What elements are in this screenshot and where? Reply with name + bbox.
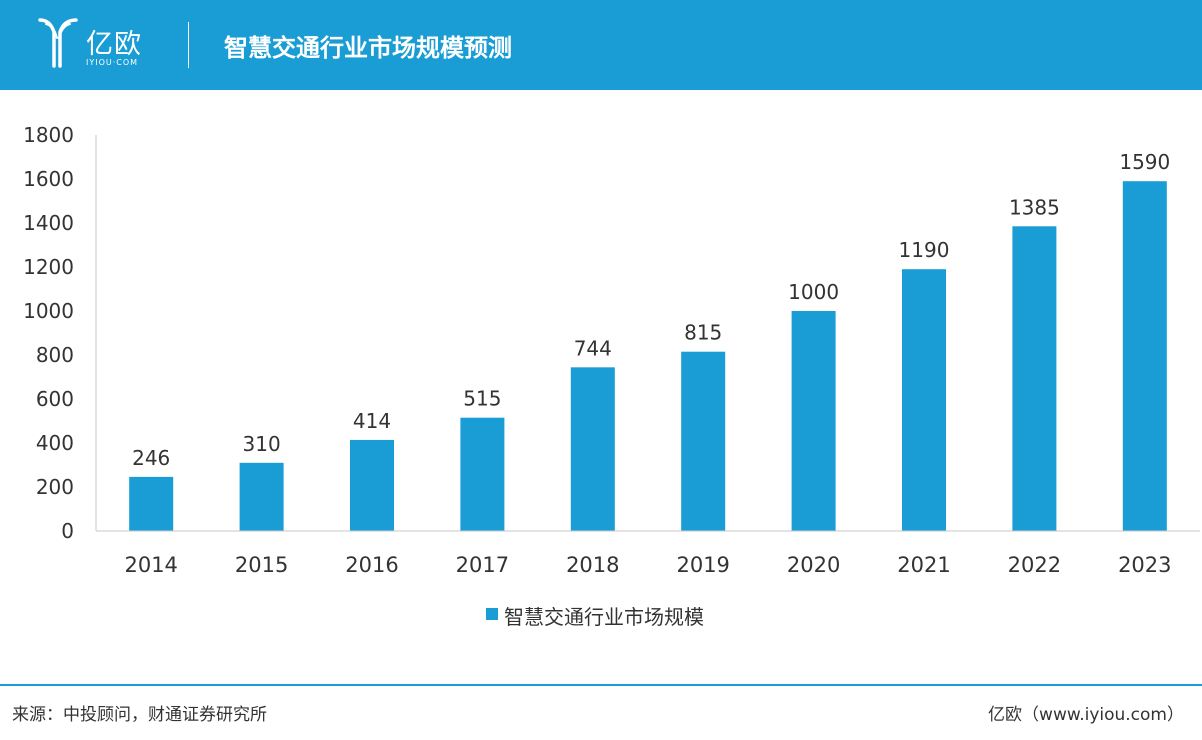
data-label-2020: 1000 [788, 280, 839, 304]
header-banner: 亿欧 IYIOU·COM 智慧交通行业市场规模预测 [0, 0, 1202, 90]
x-axis-ticks: 2014 2015 2016 2017 2018 2019 2020 2021 2022 2023 [124, 553, 1171, 577]
y-tick-label: 600 [36, 387, 74, 411]
data-label-2015: 310 [243, 432, 281, 456]
x-tick-label-2022: 2022 [1008, 553, 1061, 577]
page-title: 智慧交通行业市场规模预测 [224, 34, 512, 62]
logo-text: 亿欧 [86, 29, 142, 60]
bar-2018 [570, 367, 615, 531]
x-tick-label-2023: 2023 [1118, 553, 1171, 577]
data-label-2019: 815 [684, 321, 722, 345]
header-divider [188, 22, 189, 68]
x-tick-label-2020: 2020 [787, 553, 840, 577]
y-tick-label: 0 [61, 519, 74, 543]
logo-icon [38, 18, 78, 68]
x-tick-label-2017: 2017 [456, 553, 509, 577]
data-label-2016: 414 [353, 409, 391, 433]
bar-chart: 0 200 400 600 800 1000 1200 1400 1600 1800 246 310… [23, 123, 1200, 577]
data-label-2023: 1590 [1119, 150, 1170, 174]
y-tick-label: 1400 [23, 211, 74, 235]
bar-2021 [902, 269, 946, 531]
legend-label: 智慧交通行业市场规模 [504, 605, 704, 629]
data-label-2022: 1385 [1009, 195, 1060, 219]
x-tick-label-2019: 2019 [676, 553, 729, 577]
x-tick-label-2021: 2021 [897, 553, 950, 577]
data-labels-group: 246 310 414 515 744 815 1000 1190 1385 1590 [132, 150, 1170, 470]
y-tick-label: 1000 [23, 299, 74, 323]
footer-divider [0, 684, 1202, 686]
bar-2014 [129, 476, 174, 531]
y-tick-label: 1800 [23, 123, 74, 147]
y-tick-label: 1600 [23, 167, 74, 191]
bars-group [129, 181, 1167, 532]
site-credit: 亿欧（www.iyiou.com） [988, 705, 1184, 725]
bar-2020 [791, 311, 836, 531]
bar-2017 [460, 417, 505, 531]
x-tick-label-2014: 2014 [124, 553, 177, 577]
y-tick-label: 400 [36, 431, 74, 455]
x-tick-label-2016: 2016 [345, 553, 398, 577]
bar-2022 [1012, 226, 1057, 532]
data-label-2017: 515 [463, 387, 501, 411]
bar-2016 [350, 439, 394, 531]
bar-2015 [239, 462, 284, 531]
x-tick-label-2015: 2015 [235, 553, 288, 577]
data-label-2021: 1190 [899, 238, 950, 262]
logo[interactable]: 亿欧 IYIOU·COM [36, 16, 166, 74]
y-tick-label: 800 [36, 343, 74, 367]
y-axis-ticks: 0 200 400 600 800 1000 1200 1400 1600 1800 [23, 123, 74, 543]
y-tick-label: 1200 [23, 255, 74, 279]
x-tick-label-2018: 2018 [566, 553, 619, 577]
y-tick-label: 200 [36, 475, 74, 499]
source-note: 来源：中投顾问，财通证券研究所 [12, 705, 267, 725]
bar-2023 [1122, 181, 1167, 531]
data-label-2014: 246 [132, 446, 170, 470]
logo-subtext: IYIOU·COM [86, 58, 139, 67]
bar-2019 [681, 351, 726, 531]
legend-swatch [486, 608, 498, 620]
data-label-2018: 744 [574, 336, 612, 360]
